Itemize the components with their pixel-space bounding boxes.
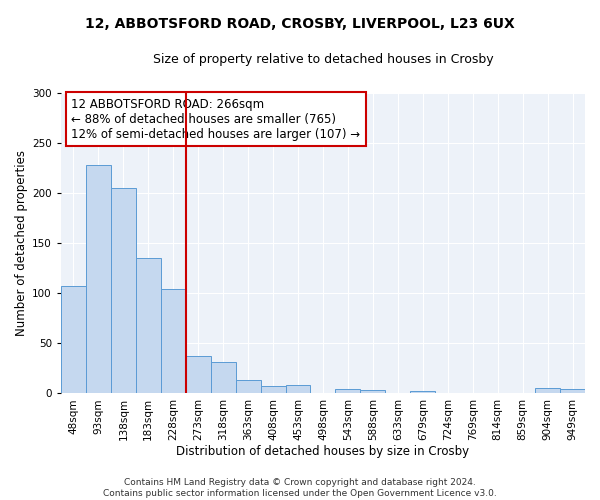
Bar (136, 258, 161, 394)
Bar (86, 165, 111, 394)
Text: Contains HM Land Registry data © Crown copyright and database right 2024.
Contai: Contains HM Land Registry data © Crown c… (103, 478, 497, 498)
Bar (236, 380, 260, 394)
Title: Size of property relative to detached houses in Crosby: Size of property relative to detached ho… (152, 52, 493, 66)
Bar (560, 390, 585, 394)
Text: 12, ABBOTSFORD ROAD, CROSBY, LIVERPOOL, L23 6UX: 12, ABBOTSFORD ROAD, CROSBY, LIVERPOOL, … (85, 18, 515, 32)
Bar (410, 392, 435, 394)
Bar (286, 386, 310, 394)
Text: 12 ABBOTSFORD ROAD: 266sqm
← 88% of detached houses are smaller (765)
12% of sem: 12 ABBOTSFORD ROAD: 266sqm ← 88% of deta… (71, 98, 361, 140)
Bar (361, 390, 385, 394)
Bar (260, 386, 286, 394)
Bar (535, 388, 560, 394)
X-axis label: Distribution of detached houses by size in Crosby: Distribution of detached houses by size … (176, 444, 470, 458)
Y-axis label: Number of detached properties: Number of detached properties (15, 150, 28, 336)
Bar (161, 289, 186, 394)
Bar (111, 188, 136, 394)
Bar (186, 356, 211, 394)
Bar (211, 362, 236, 394)
Bar (61, 286, 86, 394)
Bar (335, 390, 361, 394)
